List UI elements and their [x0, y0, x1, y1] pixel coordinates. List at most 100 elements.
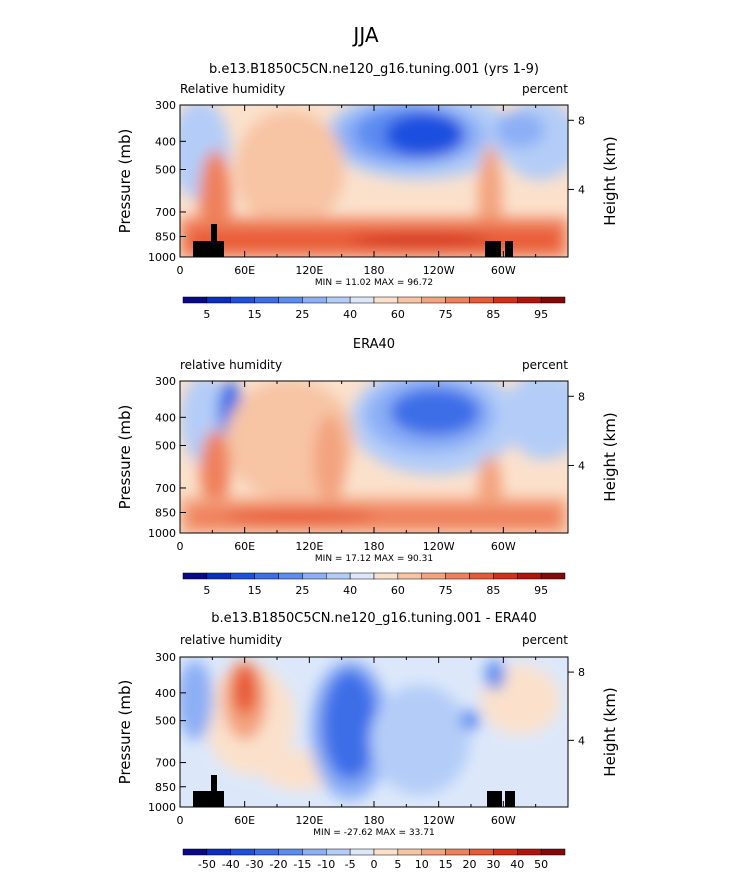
panel-difference: b.e13.B1850C5CN.ne120_g16.tuning.001 - E…: [116, 611, 619, 871]
colorbar-label: -5: [345, 858, 356, 871]
colorbar-swatch: [182, 848, 208, 856]
y2-tick-label: 4: [578, 183, 585, 196]
y-tick-label: 500: [155, 439, 176, 452]
x-tick-label: 60W: [491, 540, 516, 553]
colorbar-label: 50: [534, 858, 548, 871]
y-tick-label: 500: [155, 715, 176, 728]
y-tick-label: 700: [155, 482, 176, 495]
y2-tick-label: 8: [578, 666, 585, 679]
x-tick-label: 120E: [295, 540, 323, 553]
colorbar-swatch: [278, 848, 303, 856]
page-title: JJA: [351, 23, 378, 47]
colorbar-swatch: [397, 848, 422, 856]
y2-axis-title: Height (km): [601, 687, 619, 776]
colorbar-label: 85: [486, 308, 500, 321]
colorbar-label: -30: [246, 858, 264, 871]
y-tick-label: 1000: [148, 801, 176, 814]
x-tick-label: 60W: [491, 264, 516, 277]
x-tick-label: 0: [177, 814, 184, 827]
colorbar-label: 5: [394, 858, 401, 871]
colorbar-label: 60: [391, 308, 405, 321]
x-tick-label: 120W: [423, 814, 455, 827]
x-tick-label: 0: [177, 540, 184, 553]
colorbar-swatch: [230, 572, 255, 580]
colorbar-swatch: [206, 296, 231, 304]
x-tick-label: 120W: [423, 264, 455, 277]
colorbar-label: 15: [248, 584, 262, 597]
colorbar-swatch: [445, 296, 470, 304]
x-tick-label: 60E: [234, 814, 255, 827]
y2-tick-label: 4: [578, 734, 585, 747]
x-tick-label: 180: [364, 814, 385, 827]
y-tick-label: 500: [155, 163, 176, 176]
colorbar-label: 60: [391, 584, 405, 597]
colorbar-swatch: [540, 848, 566, 856]
y-axis-title: Pressure (mb): [116, 129, 134, 234]
colorbar-swatch: [540, 572, 566, 580]
colorbar-label: 25: [295, 308, 309, 321]
colorbar-swatch: [517, 296, 542, 304]
y-tick-label: 700: [155, 757, 176, 770]
colorbar-label: 40: [343, 308, 357, 321]
colorbar-label: 5: [203, 308, 210, 321]
colorbar-swatch: [349, 296, 375, 304]
colorbar-label: 40: [510, 858, 524, 871]
colorbar-label: 40: [343, 584, 357, 597]
y-tick-label: 400: [155, 135, 176, 148]
colorbar-swatch: [302, 572, 327, 580]
x-tick-label: 120W: [423, 540, 455, 553]
panel-title: b.e13.B1850C5CN.ne120_g16.tuning.001 - E…: [211, 611, 537, 626]
y-tick-label: 850: [155, 781, 176, 794]
colorbar-label: -50: [198, 858, 216, 871]
colorbar-swatch: [206, 848, 231, 856]
colorbar-swatch: [493, 296, 518, 304]
colorbar-swatch: [493, 572, 518, 580]
colorbar-swatch: [397, 572, 422, 580]
terrain-mask: [193, 224, 513, 257]
colorbar-label: 15: [439, 858, 453, 871]
y2-tick-label: 8: [578, 114, 585, 127]
colorbar-swatch: [469, 572, 494, 580]
contour-field: [180, 381, 568, 533]
colorbar-swatch: [421, 848, 446, 856]
panel-left-label: Relative humidity: [180, 82, 285, 96]
x-tick-label: 120E: [295, 264, 323, 277]
panel-model: b.e13.B1850C5CN.ne120_g16.tuning.001 (yr…: [116, 62, 619, 321]
colorbar-label: 5: [203, 584, 210, 597]
colorbar-label: 75: [439, 308, 453, 321]
y-tick-label: 850: [155, 506, 176, 519]
contour-field: [180, 105, 568, 257]
y-tick-label: 300: [155, 651, 176, 664]
colorbar-label: 20: [463, 858, 477, 871]
colorbar-swatch: [230, 848, 255, 856]
y-tick-label: 1000: [148, 251, 176, 264]
colorbar-swatch: [182, 296, 208, 304]
colorbar-swatch: [373, 572, 399, 580]
x-tick-label: 0: [177, 264, 184, 277]
x-tick-label: 60W: [491, 814, 516, 827]
colorbar-label: -20: [270, 858, 288, 871]
y-tick-label: 400: [155, 411, 176, 424]
colorbar-label: 10: [415, 858, 429, 871]
colorbar-swatch: [397, 296, 422, 304]
panel-right-label: percent: [522, 633, 568, 647]
colorbar-label: 15: [248, 308, 262, 321]
colorbar-swatch: [540, 296, 566, 304]
y-tick-label: 300: [155, 375, 176, 388]
colorbar-swatch: [254, 296, 279, 304]
contour-field: [180, 657, 568, 807]
y-tick-label: 1000: [148, 527, 176, 540]
colorbar-swatch: [302, 296, 327, 304]
colorbar-label: 75: [439, 584, 453, 597]
y2-tick-label: 4: [578, 459, 585, 472]
y-axis-title: Pressure (mb): [116, 405, 134, 510]
colorbar-swatch: [302, 848, 327, 856]
colorbar-label: -15: [293, 858, 311, 871]
x-tick-label: 60E: [234, 540, 255, 553]
colorbar-swatch: [373, 848, 399, 856]
y-tick-label: 300: [155, 99, 176, 112]
colorbar-swatch: [254, 572, 279, 580]
panel-left-label: relative humidity: [180, 633, 282, 647]
